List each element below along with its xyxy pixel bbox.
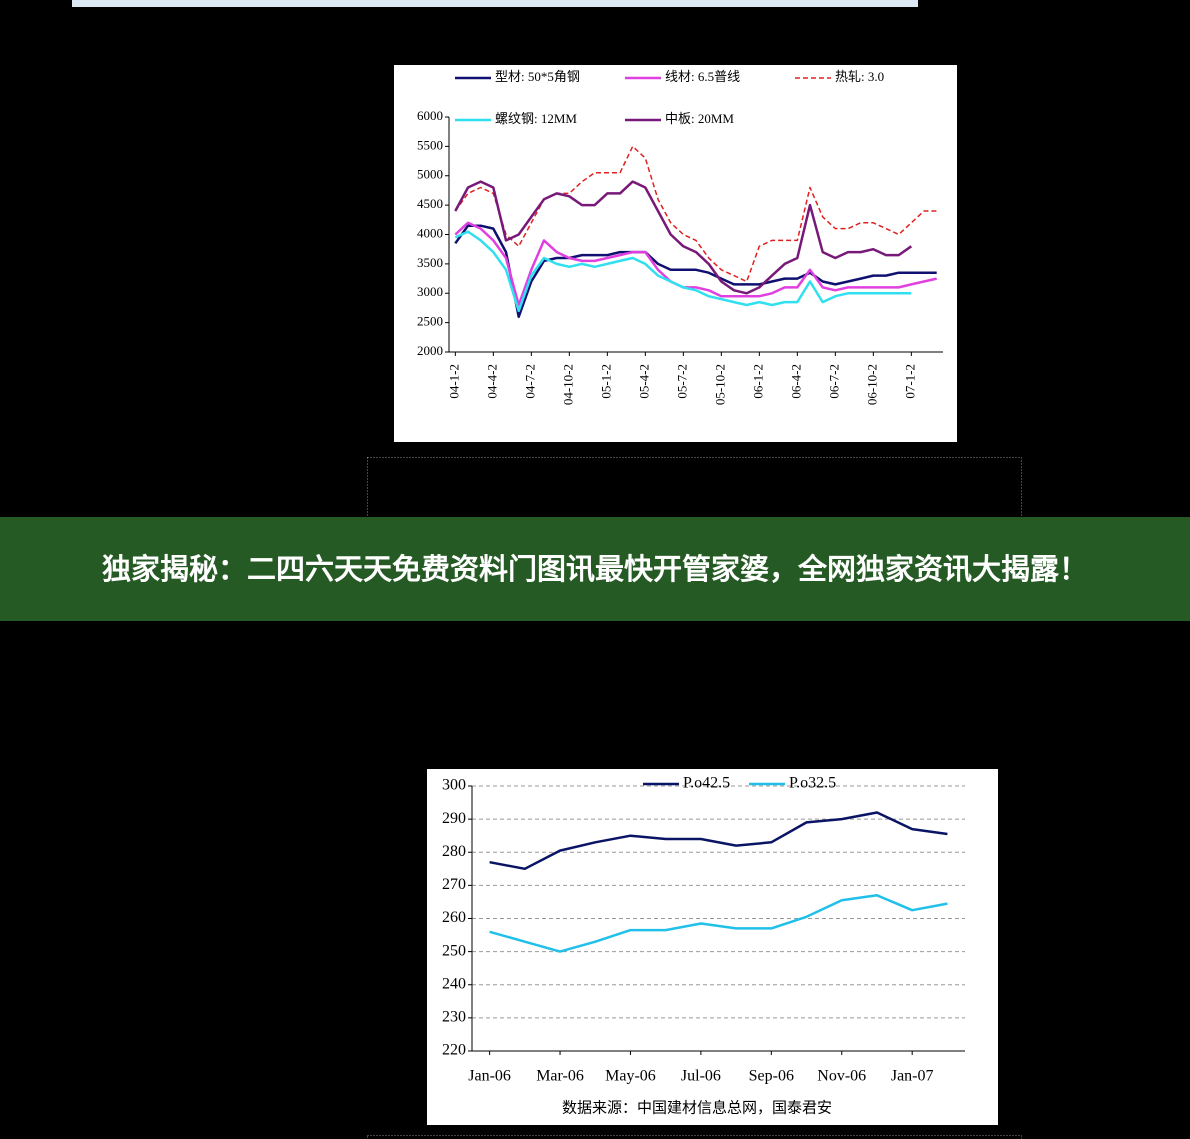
chart-background	[427, 769, 998, 1125]
series-line	[454, 221, 937, 307]
series-line	[489, 894, 948, 953]
y-tick-label: 290	[442, 810, 466, 827]
x-tick-label: 06-7-2	[826, 364, 841, 399]
x-tick-label: 06-10-2	[864, 364, 879, 405]
y-tick-label: 2500	[417, 314, 443, 329]
x-tick-label: 06-4-2	[788, 364, 803, 399]
legend-label: P.o32.5	[789, 775, 836, 792]
legend-label: P.o42.5	[683, 775, 730, 792]
y-tick-label: 300	[442, 777, 466, 794]
legend-label: 中板: 20MM	[665, 111, 734, 126]
y-tick-label: 230	[442, 1009, 466, 1026]
x-tick-label: Jan-07	[891, 1068, 934, 1085]
legend-label: 线材: 6.5普线	[665, 69, 740, 84]
x-tick-label: 04-4-2	[484, 364, 499, 399]
y-tick-label: 240	[442, 975, 466, 992]
x-tick-label: 04-1-2	[446, 364, 461, 399]
x-tick-label: Mar-06	[536, 1068, 584, 1085]
x-tick-label: 05-1-2	[598, 364, 613, 399]
chart-background	[394, 65, 957, 442]
x-tick-label: Nov-06	[817, 1068, 866, 1085]
x-tick-label: 04-10-2	[560, 364, 575, 405]
top-strip	[72, 0, 918, 7]
y-tick-label: 280	[442, 843, 466, 860]
x-tick-label: Jan-06	[468, 1068, 511, 1085]
y-tick-label: 6000	[417, 108, 443, 123]
banner: 独家揭秘：二四六天天免费资料门图讯最快开管家婆，全网独家资讯大揭露！	[0, 517, 1190, 621]
x-tick-label: 04-7-2	[522, 364, 537, 399]
y-tick-label: 220	[442, 1042, 466, 1059]
x-tick-label: Jul-06	[681, 1068, 721, 1085]
x-tick-label: Sep-06	[749, 1068, 794, 1085]
y-tick-label: 3500	[417, 255, 443, 270]
dotted-frame	[367, 1135, 1022, 1139]
y-tick-label: 5000	[417, 167, 443, 182]
series-line	[454, 145, 937, 283]
y-tick-label: 4000	[417, 225, 443, 240]
legend-label: 螺纹钢: 12MM	[495, 111, 577, 126]
y-tick-label: 270	[442, 876, 466, 893]
x-tick-label: 07-1-2	[902, 364, 917, 399]
x-tick-label: 05-7-2	[674, 364, 689, 399]
x-tick-label: 05-10-2	[712, 364, 727, 405]
y-tick-label: 3000	[417, 284, 443, 299]
legend-label: 热轧: 3.0	[835, 69, 884, 84]
y-tick-label: 5500	[417, 137, 443, 152]
series-line	[454, 180, 913, 295]
series-line	[454, 224, 937, 319]
legend-label: 型材: 50*5角钢	[495, 69, 580, 84]
y-tick-label: 4500	[417, 196, 443, 211]
y-tick-label: 260	[442, 909, 466, 926]
x-tick-label: 06-1-2	[750, 364, 765, 399]
x-tick-label: 05-4-2	[636, 364, 651, 399]
series-line	[489, 811, 948, 871]
series-line	[454, 230, 912, 313]
y-tick-label: 2000	[417, 343, 443, 358]
y-tick-label: 250	[442, 942, 466, 959]
dotted-frame	[367, 457, 1022, 619]
x-tick-label: May-06	[605, 1068, 656, 1085]
source-note: 数据来源：中国建材信息总网，国泰君安	[562, 1099, 832, 1116]
